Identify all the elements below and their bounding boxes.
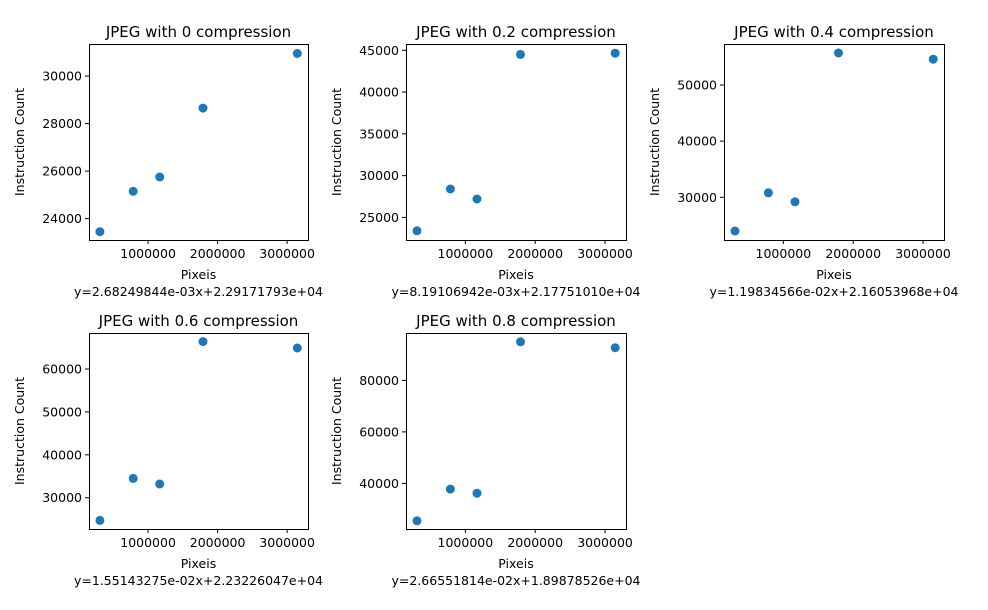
y-tick-label: 28000 [42, 116, 82, 131]
subplot-0: 1000000 2000000 3000000 24000 26000 28000 3000… [12, 23, 323, 299]
y-tick-label: 40000 [359, 85, 399, 100]
y-tick-label: 26000 [42, 164, 82, 179]
data-point [155, 172, 165, 182]
x-tick-label: 3000000 [259, 535, 315, 550]
y-axis-label: Instruction Count [12, 88, 27, 196]
regression-equation: y=2.66551814e-02x+1.89878526e+04 [391, 573, 640, 588]
x-tick-label: 3000000 [577, 246, 633, 261]
subplot-3: 1000000 2000000 3000000 30000 40000 50000 6000… [12, 312, 323, 588]
data-point [790, 197, 800, 207]
y-tick-label: 30000 [42, 490, 82, 505]
subplot-title: JPEG with 0.4 compression [733, 23, 934, 41]
y-tick-label: 30000 [42, 69, 82, 84]
axes-frame [89, 333, 309, 530]
y-tick-label: 50000 [677, 77, 717, 92]
data-point [95, 227, 105, 237]
axes-frame [724, 44, 945, 241]
data-point [472, 488, 482, 498]
axes-frame [406, 333, 627, 530]
y-axis-label: Instruction Count [647, 88, 662, 196]
data-point [445, 184, 455, 194]
subplot-title: JPEG with 0.6 compression [98, 312, 299, 330]
y-tick-label: 45000 [359, 43, 399, 58]
subplot-1: 1000000 2000000 3000000 25000 30000 35000 4000… [329, 23, 641, 299]
regression-equation: y=1.55143275e-02x+2.23226047e+04 [74, 573, 323, 588]
data-point [730, 226, 740, 236]
y-axis-label: Instruction Count [329, 88, 344, 196]
data-point [445, 484, 455, 494]
x-axis-label: Pixeis [181, 556, 216, 571]
y-tick-label: 80000 [359, 373, 399, 388]
subplot-4: 1000000 2000000 3000000 40000 60000 80000 JPEG… [329, 312, 641, 588]
y-tick-label: 30000 [677, 190, 717, 205]
regression-equation: y=8.19106942e-03x+2.17751010e+04 [391, 284, 640, 299]
x-axis-label: Pixeis [816, 267, 851, 282]
data-point [198, 103, 208, 113]
regression-equation: y=2.68249844e-03x+2.29171793e+04 [74, 284, 323, 299]
data-point [516, 49, 525, 59]
data-point [292, 49, 302, 58]
subplot-title: JPEG with 0.8 compression [415, 312, 616, 330]
data-point [198, 337, 208, 347]
data-point [128, 473, 138, 483]
y-tick-label: 35000 [359, 126, 399, 141]
y-tick-label: 40000 [42, 447, 82, 462]
x-tick-label: 2000000 [190, 246, 246, 261]
subplot-title: JPEG with 0.2 compression [415, 23, 616, 41]
data-point [292, 343, 302, 353]
x-tick-label: 1000000 [120, 246, 176, 261]
x-tick-label: 3000000 [895, 246, 951, 261]
x-axis-label: Pixeis [181, 267, 216, 282]
y-tick-label: 25000 [359, 210, 399, 225]
x-tick-label: 3000000 [259, 246, 315, 261]
y-tick-label: 24000 [42, 211, 82, 226]
x-axis-label: Pixeis [498, 267, 533, 282]
x-tick-label: 3000000 [577, 535, 633, 550]
y-axis-label: Instruction Count [12, 377, 27, 485]
data-point [516, 337, 525, 347]
x-tick-label: 1000000 [120, 535, 176, 550]
data-point [610, 48, 620, 58]
y-axis-label: Instruction Count [329, 377, 344, 485]
x-tick-label: 2000000 [190, 535, 246, 550]
axes-frame [89, 44, 309, 241]
data-point [155, 479, 165, 489]
data-point [928, 54, 938, 64]
x-axis-label: Pixeis [498, 556, 533, 571]
x-tick-label: 2000000 [507, 246, 563, 261]
x-tick-label: 2000000 [825, 246, 881, 261]
y-tick-label: 60000 [42, 362, 82, 377]
axes-frame [406, 44, 627, 241]
subplot-title: JPEG with 0 compression [105, 23, 291, 41]
x-tick-label: 1000000 [438, 535, 494, 550]
data-point [128, 186, 138, 196]
regression-equation: y=1.19834566e-02x+2.16053968e+04 [709, 284, 958, 299]
data-point [95, 515, 105, 525]
x-tick-label: 1000000 [756, 246, 812, 261]
data-point [834, 48, 843, 58]
data-point [610, 343, 620, 353]
data-point [472, 194, 482, 204]
subplot-2: 1000000 2000000 3000000 30000 40000 50000 JPEG… [647, 23, 959, 299]
x-tick-label: 2000000 [507, 535, 563, 550]
data-point [763, 188, 773, 198]
y-tick-label: 30000 [359, 168, 399, 183]
y-tick-label: 40000 [359, 476, 399, 491]
data-point [412, 516, 422, 526]
y-tick-label: 40000 [677, 134, 717, 149]
x-tick-label: 1000000 [438, 246, 494, 261]
data-point [412, 226, 422, 236]
y-tick-label: 50000 [42, 404, 82, 419]
y-tick-label: 60000 [359, 424, 399, 439]
